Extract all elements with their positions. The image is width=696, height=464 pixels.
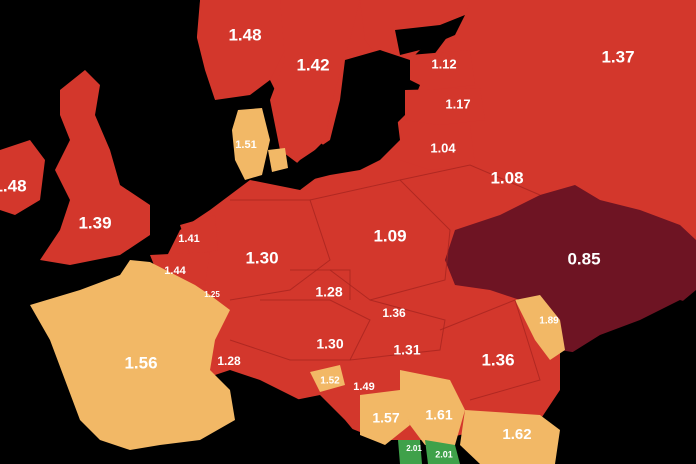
- value-label-denmark: 1.51: [235, 139, 256, 151]
- region-moldova: [515, 295, 565, 360]
- value-label-romania: 1.36: [481, 350, 514, 369]
- value-label-france: 1.56: [124, 353, 157, 372]
- value-label-croatia: 1.49: [353, 381, 374, 393]
- value-label-uk: 1.39: [78, 213, 111, 232]
- baltic-sea: [285, 50, 410, 190]
- region-netherlands: [180, 215, 218, 255]
- value-label-latvia: 1.17: [445, 96, 470, 111]
- value-label-bulgaria: 1.62: [502, 426, 531, 443]
- value-label-bosnia: 1.57: [372, 410, 399, 426]
- value-label-slovakia: 1.36: [382, 306, 406, 320]
- region-norway: [195, 0, 290, 100]
- gulf-finland: [395, 15, 465, 55]
- value-label-czechia: 1.28: [315, 284, 342, 300]
- value-label-germany: 1.30: [245, 248, 278, 267]
- region-serbia: [400, 370, 465, 445]
- value-label-moldova: 1.89: [539, 316, 559, 327]
- value-label-montenegro: 2.01: [406, 444, 422, 453]
- value-label-netherlands: 1.41: [178, 233, 199, 245]
- region-bulgaria: [460, 410, 560, 464]
- region-france: [30, 260, 235, 450]
- value-label-ukraine: 0.85: [567, 249, 600, 268]
- region-montenegro: [398, 440, 422, 464]
- region-slovenia: [310, 365, 345, 392]
- region-kosovo: [425, 440, 460, 464]
- value-label-lithuania: 1.04: [430, 140, 456, 155]
- adriatic-sea: [260, 395, 385, 464]
- value-label-belarus: 1.08: [490, 168, 523, 187]
- region-uk: [40, 70, 150, 265]
- region-denmark: [232, 108, 270, 180]
- value-label-uk-west: 1.48: [0, 176, 27, 195]
- value-label-norway: 1.48: [228, 25, 261, 44]
- value-label-poland: 1.09: [373, 226, 406, 245]
- value-label-sweden: 1.42: [296, 55, 329, 74]
- value-label-russia: 1.37: [601, 47, 634, 66]
- black-sea: [550, 300, 696, 464]
- region-ukraine: [445, 185, 696, 355]
- value-label-austria: 1.30: [316, 336, 343, 352]
- region-denmark-island: [268, 148, 288, 172]
- med-sea: [200, 420, 260, 464]
- value-label-hungary: 1.31: [393, 342, 420, 358]
- value-label-estonia: 1.12: [431, 56, 456, 71]
- region-estonia: [410, 50, 475, 90]
- region-sweden: [270, 0, 360, 165]
- value-label-switzerland: 1.28: [217, 354, 241, 368]
- value-label-slovenia: 1.52: [320, 376, 340, 387]
- region-lithuania: [400, 125, 475, 170]
- value-label-kosovo: 2.01: [435, 449, 453, 459]
- value-label-belgium: 1.44: [164, 265, 186, 277]
- value-label-serbia: 1.61: [425, 407, 452, 423]
- value-label-luxembourg: 1.25: [204, 290, 220, 299]
- north-sea: [100, 0, 232, 250]
- region-bosnia: [360, 390, 410, 445]
- region-ireland: [0, 140, 45, 215]
- region-latvia: [405, 88, 485, 125]
